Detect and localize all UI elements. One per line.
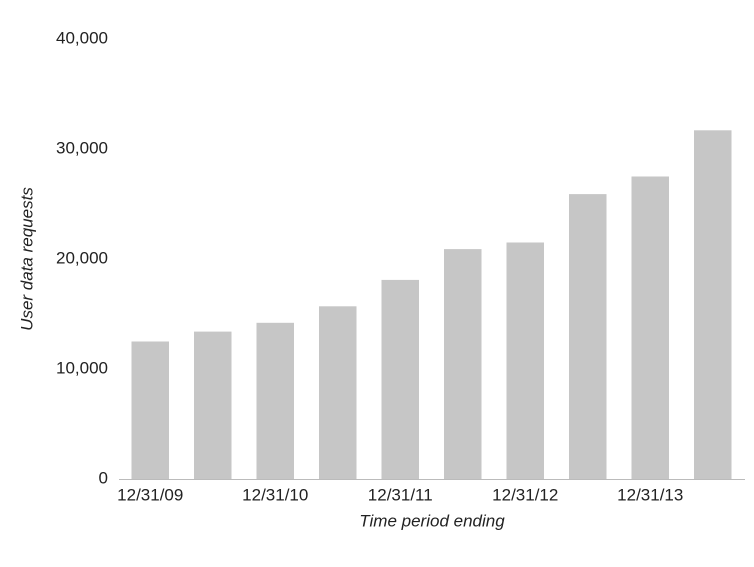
bar [131,341,169,479]
x-tick-label: 12/31/09 [117,485,183,504]
y-axis-title: User data requests [17,187,36,331]
bar [569,194,607,479]
y-tick-label: 0 [99,468,108,487]
bar [256,322,294,479]
bar [381,279,419,479]
bar [444,249,482,479]
bar [194,331,232,479]
bar [506,242,544,479]
bar [694,130,732,480]
bar [631,176,669,479]
x-tick-label: 12/31/12 [492,485,558,504]
y-tick-label: 20,000 [56,248,108,267]
y-tick-label: 10,000 [56,358,108,377]
x-axis-title: Time period ending [359,511,505,530]
bar [319,306,357,479]
y-tick-label: 30,000 [56,138,108,157]
x-tick-label: 12/31/11 [368,485,433,504]
x-tick-label: 12/31/10 [242,485,308,504]
y-tick-label: 40,000 [56,28,108,47]
x-tick-label: 12/31/13 [617,485,683,504]
